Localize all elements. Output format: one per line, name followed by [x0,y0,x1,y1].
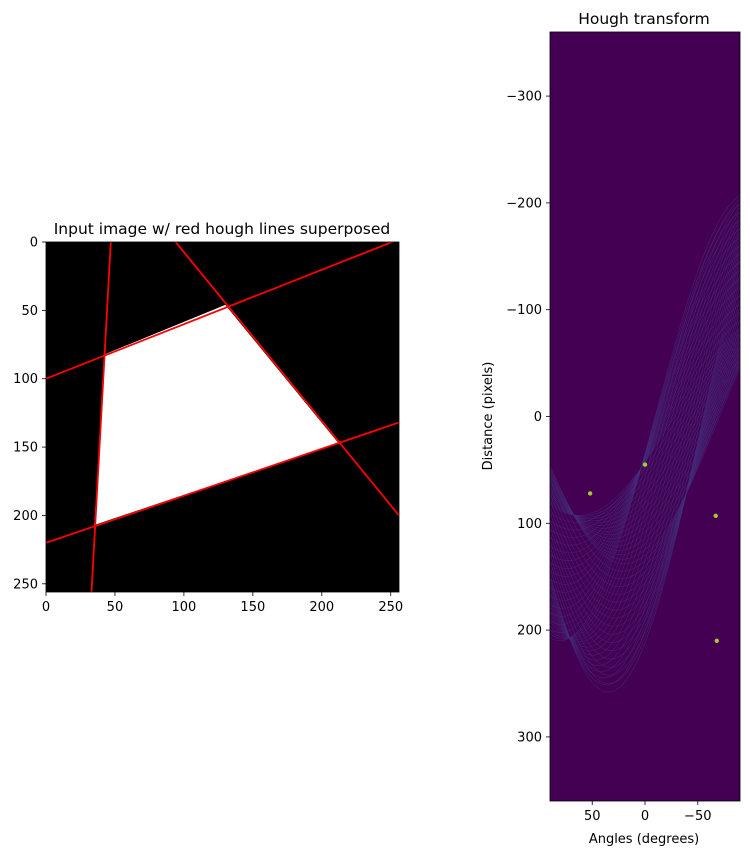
y-tick-label: 200 [13,509,38,524]
hough-sinusoid [550,255,740,686]
hough-sinusoid [550,326,740,611]
input-image-quadrilateral [94,304,339,526]
y-tick-label: 50 [21,304,38,319]
hough-sinusoid [550,353,740,580]
y-tick-label: 0 [30,236,38,251]
hough-sinusoid [550,203,740,639]
x-tick-label: 200 [309,600,334,615]
hough-sinusoid [550,357,740,547]
hough-peak [587,491,593,496]
hough-x-axis-label: Angles (degrees) [589,832,699,847]
input-image-frame [45,241,400,593]
y-tick-label: 100 [13,372,38,387]
hough-peak [714,638,719,643]
hough-x-tick-label: 50 [584,809,601,824]
hough-sinusoid [550,279,740,668]
hough-y-axis-label: Distance (pixels) [481,362,496,471]
x-tick-label: 100 [171,600,196,615]
hough-peak [642,462,648,467]
hough-sinusoid [550,340,740,595]
x-tick-label: 150 [240,600,265,615]
hough-sinusoid [550,367,740,565]
hough-sinusoid [550,335,740,520]
hough-sinusoid [550,259,740,693]
hough-sinusoid [550,299,740,643]
hough-sinusoid [550,235,740,656]
hough-sinusoid [550,331,740,517]
hough-sinusoid [550,320,740,619]
y-tick-label: 250 [13,577,38,592]
hough-line-4 [174,242,399,517]
y-tick-label: 150 [13,441,38,456]
x-tick-label: 250 [378,600,403,615]
input-image-panel: Input image w/ red hough lines superpose… [13,220,403,615]
input-image-title: Input image w/ red hough lines superpose… [54,220,391,238]
hough-sinusoid [550,207,740,639]
hough-y-tick-label: −100 [506,303,542,318]
hough-transform-panel: Hough transform 50 0 −50 −300 −200 −100 0 100 2… [481,10,741,847]
hough-sinusoid [550,219,740,642]
hough-sinusoid [550,215,740,640]
hough-sinusoid [550,251,740,679]
hough-sinusoid [550,340,740,524]
hough-y-tick-label: 200 [517,624,542,639]
hough-x-tick-label: −50 [684,809,711,824]
x-tick-label: 50 [107,600,124,615]
hough-peak [713,513,718,519]
hough-y-tick-label: 300 [517,730,542,745]
hough-line-3 [90,242,112,592]
hough-sinusoid [550,293,740,651]
hough-sinusoid [550,313,740,627]
hough-y-tick-label: −200 [506,196,542,211]
hough-sinusoid [550,320,740,523]
hough-sinusoid [550,239,740,661]
hough-y-tick-label: 100 [517,517,542,532]
hough-sinusoid [550,266,740,685]
hough-y-tick-label: 0 [534,410,542,425]
hough-sinusoid [550,231,740,652]
hough-x-tick-label: 0 [641,809,649,824]
hough-y-tick-label: −300 [506,90,542,105]
hough-sinusoid [550,223,740,645]
hough-sinusoid [550,247,740,672]
hough-transform-title: Hough transform [578,10,710,28]
x-tick-label: 0 [42,600,50,615]
